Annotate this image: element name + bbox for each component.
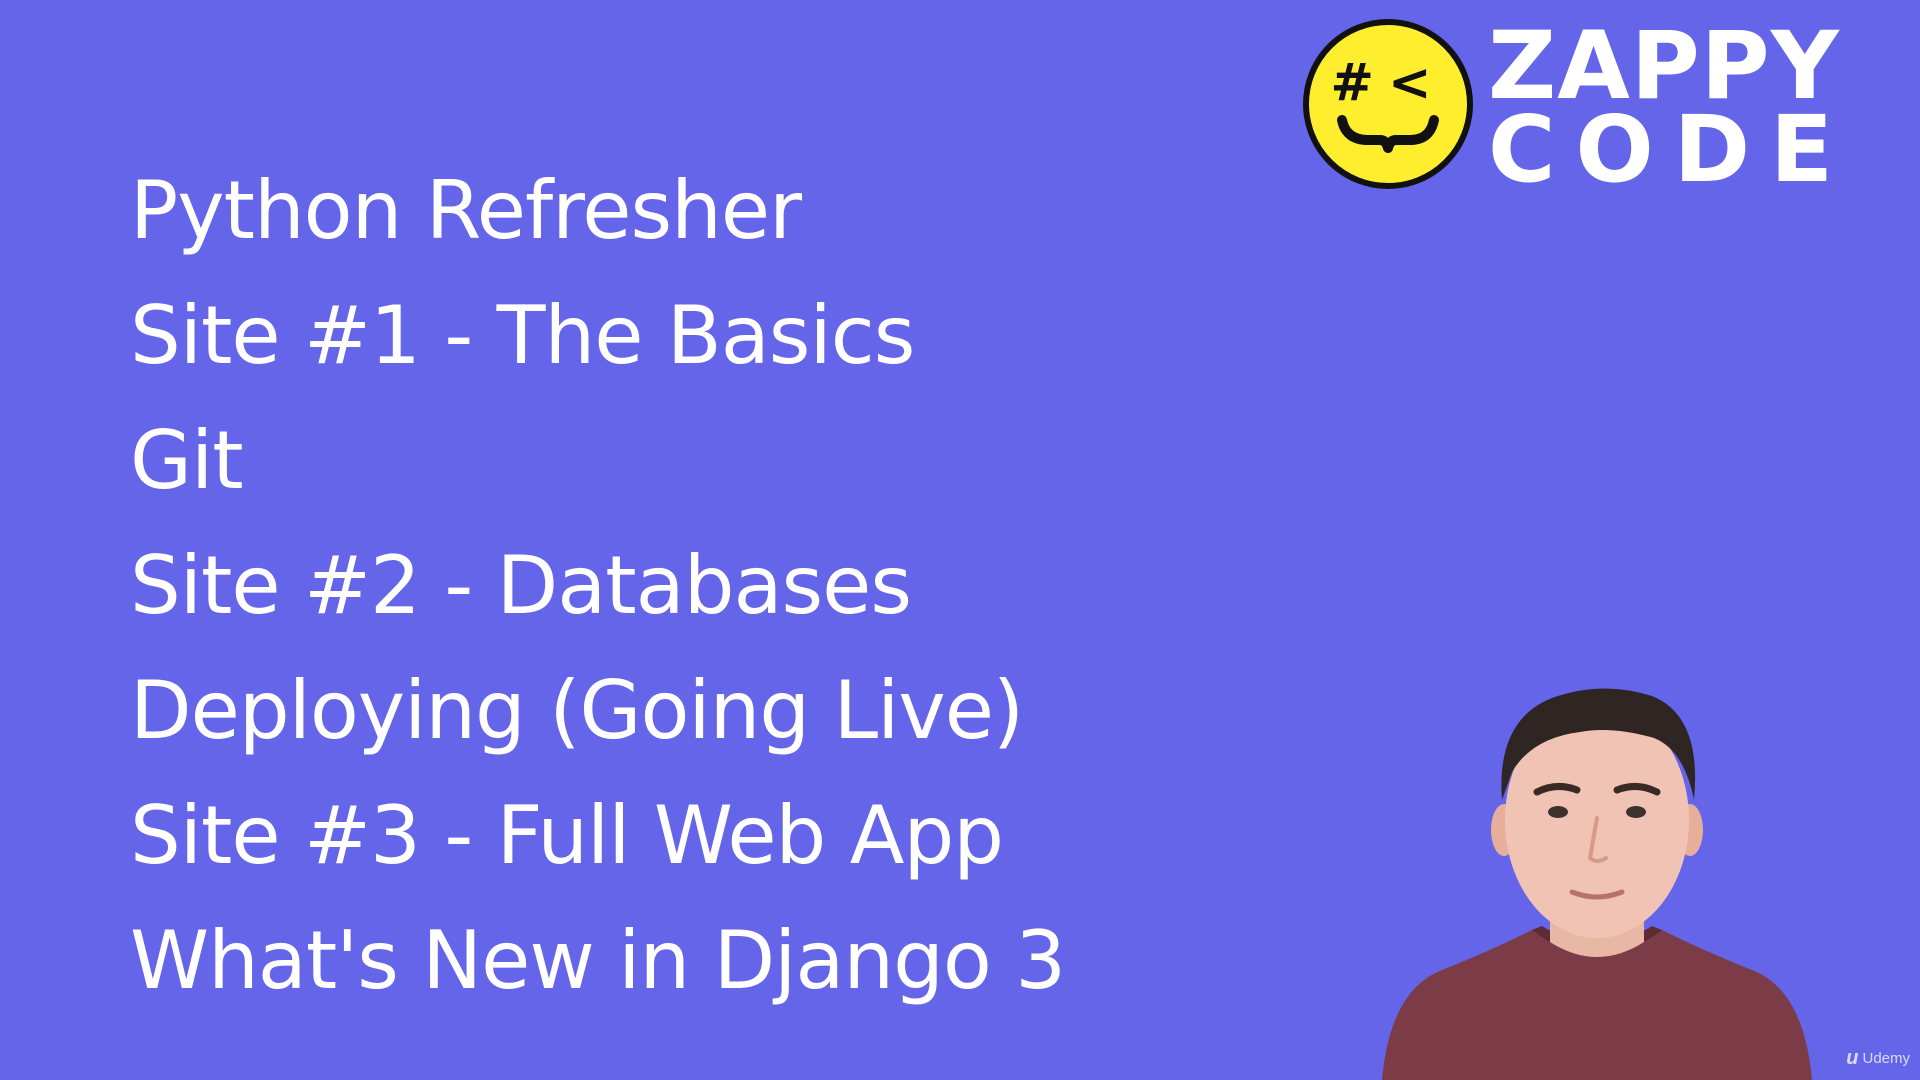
udemy-logo-icon: u (1846, 1047, 1859, 1069)
logo-word-code: CODE (1488, 96, 1853, 203)
topic-whats-new-django-3: What's New in Django 3 (130, 914, 1066, 1007)
udemy-watermark-label: Udemy (1862, 1050, 1910, 1067)
topic-git: Git (130, 414, 244, 507)
logo-mark-glyphs: #< (1330, 53, 1445, 113)
topic-site-2-databases: Site #2 - Databases (130, 539, 912, 632)
logo-word-zappy: ZAPPY (1488, 12, 1840, 121)
zappy-code-logo: #< ZAPPY CODE (1302, 12, 1920, 203)
topic-deploying: Deploying (Going Live) (130, 664, 1024, 757)
topic-site-1-basics: Site #1 - The Basics (130, 289, 915, 382)
winking-brackets-face-icon: #< (1303, 19, 1473, 189)
topic-python-refresher: Python Refresher (130, 164, 802, 257)
topic-list: Python Refresher Site #1 - The Basics Gi… (130, 148, 1066, 1023)
udemy-watermark: u Udemy (1846, 1047, 1910, 1070)
presenter-webcam-figure (1382, 688, 1812, 1080)
topic-site-3-full-web-app: Site #3 - Full Web App (130, 789, 1004, 882)
